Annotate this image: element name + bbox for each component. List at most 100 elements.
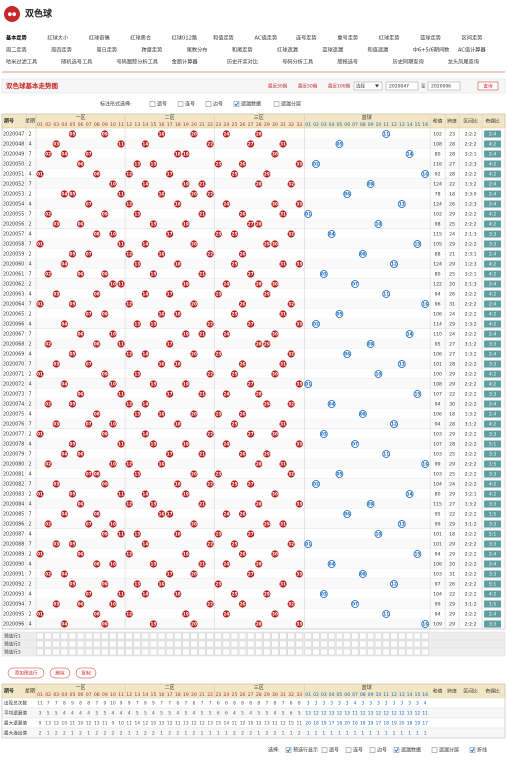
forecast-cell[interactable] — [279, 648, 287, 656]
forecast-cell[interactable] — [222, 648, 231, 656]
nav-link[interactable]: 胆拖选号 — [337, 58, 358, 66]
forecast-cell[interactable] — [367, 648, 375, 656]
nav-link[interactable]: 重号走势 — [337, 34, 358, 42]
forecast-cell[interactable] — [398, 648, 406, 656]
forecast-cell[interactable] — [157, 640, 166, 648]
nav-link[interactable]: 周日走势 — [96, 46, 117, 54]
input-from-text[interactable]: 2020047 — [389, 84, 409, 90]
forecast-cell[interactable] — [117, 640, 125, 648]
forecast-cell[interactable] — [198, 648, 206, 656]
forecast-cell[interactable] — [60, 632, 69, 640]
nav-link[interactable]: 号码分析工具 — [282, 58, 313, 66]
nav-link[interactable]: 红球遗漏 — [277, 46, 298, 54]
checkbox[interactable] — [393, 747, 400, 753]
forecast-cell[interactable] — [413, 640, 421, 648]
forecast-cell[interactable] — [271, 640, 279, 648]
nav-link[interactable]: 蓝球遗漏 — [322, 46, 343, 54]
forecast-cell[interactable] — [295, 648, 303, 656]
forecast-cell[interactable] — [52, 640, 60, 648]
forecast-cell[interactable] — [36, 640, 44, 648]
forecast-cell[interactable] — [246, 648, 255, 656]
forecast-cell[interactable] — [406, 640, 414, 648]
forecast-cell[interactable] — [93, 632, 101, 640]
forecast-cell[interactable] — [304, 648, 312, 656]
checkbox[interactable] — [369, 747, 376, 753]
forecast-cell[interactable] — [374, 640, 382, 648]
forecast-cell[interactable] — [359, 632, 367, 640]
forecast-cell[interactable] — [312, 640, 320, 648]
forecast-cell[interactable] — [421, 640, 429, 648]
forecast-label[interactable]: 预选行1 — [4, 633, 21, 640]
forecast-cell[interactable] — [36, 632, 44, 640]
forecast-cell[interactable] — [351, 640, 359, 648]
forecast-cell[interactable] — [165, 632, 174, 640]
forecast-cell[interactable] — [351, 648, 359, 656]
range-link[interactable]: 最近50期 — [298, 83, 318, 90]
nav-link[interactable]: 和值走势 — [213, 34, 234, 42]
button[interactable] — [49, 667, 71, 679]
forecast-cell[interactable] — [328, 640, 336, 648]
forecast-cell[interactable] — [238, 632, 247, 640]
forecast-cell[interactable] — [182, 640, 190, 648]
forecast-cell[interactable] — [335, 648, 343, 656]
option-label[interactable]: 边号 — [213, 101, 223, 108]
nav-link[interactable]: 红球质合 — [130, 34, 152, 42]
range-link[interactable]: 最近30期 — [268, 83, 288, 90]
option-label[interactable]: 连号 — [185, 101, 195, 108]
query-button-text[interactable]: 查询 — [484, 83, 493, 90]
forecast-cell[interactable] — [343, 632, 351, 640]
forecast-cell[interactable] — [287, 632, 295, 640]
forecast-cell[interactable] — [125, 640, 133, 648]
forecast-cell[interactable] — [413, 632, 421, 640]
forecast-cell[interactable] — [149, 640, 158, 648]
button[interactable] — [7, 667, 45, 679]
forecast-cell[interactable] — [263, 648, 271, 656]
forecast-cell[interactable] — [255, 648, 263, 656]
forecast-cell[interactable] — [165, 640, 174, 648]
nav-link[interactable]: 金额计算器 — [172, 58, 199, 66]
forecast-cell[interactable] — [149, 632, 158, 640]
forecast-cell[interactable] — [246, 640, 255, 648]
forecast-cell[interactable] — [84, 640, 93, 648]
forecast-cell[interactable] — [117, 648, 125, 656]
forecast-cell[interactable] — [230, 640, 239, 648]
select[interactable]: 选择 — [356, 83, 365, 90]
option-label[interactable]: 遗号 — [157, 101, 167, 108]
nav-link[interactable]: 区间走势 — [462, 34, 483, 42]
forecast-cell[interactable] — [182, 648, 190, 656]
option-label[interactable]: 折线 — [477, 747, 487, 754]
forecast-cell[interactable] — [320, 640, 328, 648]
forecast-cell[interactable] — [398, 640, 406, 648]
forecast-cell[interactable] — [312, 648, 320, 656]
forecast-cell[interactable] — [190, 640, 198, 648]
nav-link[interactable]: 哈米过滤工具 — [6, 58, 37, 66]
forecast-label[interactable]: 预选行3 — [4, 649, 21, 656]
forecast-cell[interactable] — [343, 648, 351, 656]
nav-link[interactable]: 蓝球走势 — [420, 34, 441, 42]
nav-link[interactable]: 周二走势 — [6, 46, 27, 54]
forecast-cell[interactable] — [84, 632, 93, 640]
forecast-cell[interactable] — [117, 632, 125, 640]
checkbox[interactable] — [205, 101, 212, 107]
forecast-cell[interactable] — [390, 632, 398, 640]
nav-link[interactable]: 历史同期查询 — [393, 58, 424, 66]
nav-link[interactable]: AC值走势 — [255, 34, 278, 42]
forecast-cell[interactable] — [198, 632, 206, 640]
forecast-cell[interactable] — [351, 632, 359, 640]
forecast-cell[interactable] — [60, 648, 69, 656]
forecast-cell[interactable] — [271, 632, 279, 640]
forecast-cell[interactable] — [222, 632, 231, 640]
nav-link[interactable]: 红球012路 — [172, 34, 198, 42]
forecast-cell[interactable] — [279, 640, 287, 648]
forecast-cell[interactable] — [68, 640, 77, 648]
forecast-cell[interactable] — [93, 648, 101, 656]
option-label[interactable]: 遗漏数据 — [401, 747, 421, 754]
checkbox[interactable] — [321, 747, 328, 753]
forecast-cell[interactable] — [238, 640, 247, 648]
nav-link[interactable]: 号码跟踪分析工具 — [116, 58, 158, 66]
nav-link[interactable]: 红球奇偶 — [89, 34, 110, 42]
checkbox[interactable] — [177, 101, 184, 107]
checkbox[interactable] — [431, 747, 438, 753]
forecast-cell[interactable] — [101, 632, 109, 640]
option-label[interactable]: 预选行显示 — [293, 747, 318, 754]
